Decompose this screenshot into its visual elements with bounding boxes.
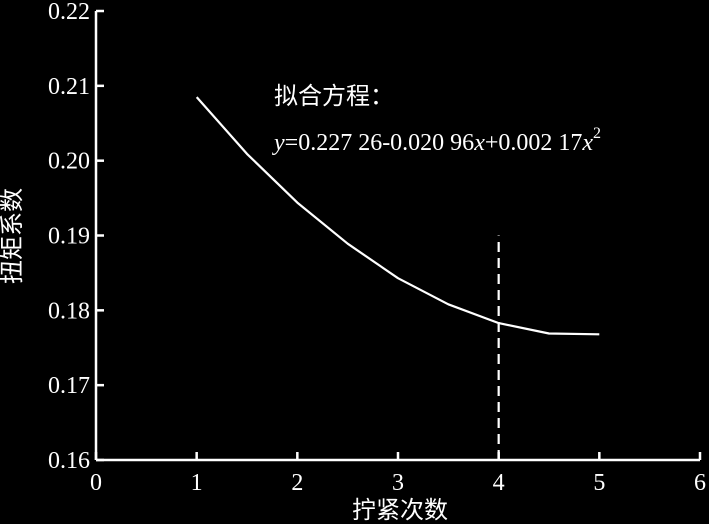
x-axis-title: 拧紧次数 [352,496,448,524]
fit-equation-title: 拟合方程： [274,82,394,110]
y-ticks: 0.16 0.17 0.18 0.19 0.20 0.21 0.22 [48,0,104,474]
y-tick-label: 0.19 [48,224,90,250]
x-tick-label: 4 [493,470,505,496]
plot-area [195,96,600,460]
fit-equation: y=0.227 26-0.020 96x+0.002 17x2 [272,125,601,156]
eq-x-var1: x [473,130,485,156]
y-tick-label: 0.16 [48,448,90,474]
x-ticks: 0 1 2 3 4 5 6 [90,452,706,496]
fit-curve [195,96,600,336]
eq-part1: =0.227 26-0.020 96 [285,130,475,156]
y-tick-label: 0.21 [48,74,90,100]
y-tick-label: 0.22 [48,0,90,25]
y-tick-label: 0.18 [48,298,90,324]
eq-y-var: y [272,130,285,156]
y-tick-label: 0.20 [48,149,90,175]
x-tick-label: 2 [291,470,303,496]
x-tick-label: 0 [90,470,102,496]
axes [94,11,700,462]
eq-x-var2: x [581,130,593,156]
x-tick-label: 6 [694,470,706,496]
eq-exponent: 2 [593,125,601,142]
x-tick-label: 5 [593,470,605,496]
x-tick-label: 3 [392,470,404,496]
eq-part2: +0.002 17 [485,130,583,156]
y-tick-label: 0.17 [48,373,90,399]
x-tick-label: 1 [191,470,203,496]
y-axis-title: 扭矩系数 [0,188,26,284]
